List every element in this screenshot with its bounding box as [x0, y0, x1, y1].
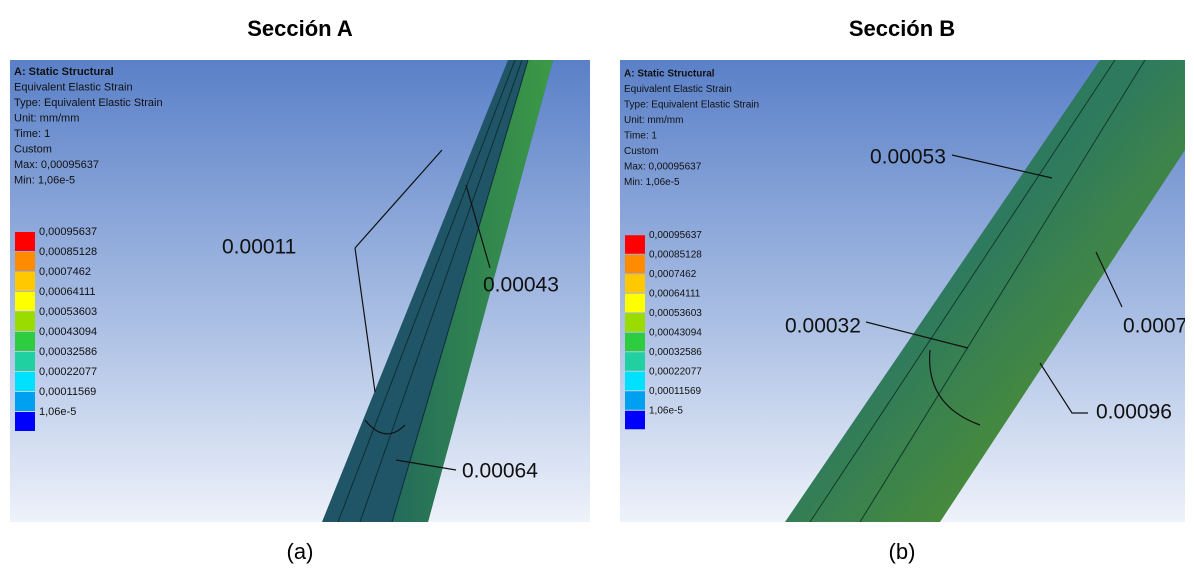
legend-swatch: [15, 352, 35, 371]
annotation: 0.00053: [870, 146, 946, 169]
legend-label: 0,00053603: [39, 306, 97, 318]
legend-label: 0,00085128: [39, 246, 97, 258]
legend-swatch: [15, 392, 35, 411]
legend-label: 0,00022077: [649, 366, 702, 377]
legend-label: 0,00032586: [649, 347, 702, 358]
header-line: Max: 0,00095637: [624, 162, 702, 173]
legend-label: 1,06e-5: [39, 406, 76, 418]
header-line: Custom: [14, 143, 52, 155]
legend-swatch: [15, 252, 35, 271]
panel-b-view: 0.00053 0.00032 0.00074 0.00096: [620, 60, 1194, 522]
legend-swatch: [15, 372, 35, 391]
legend-swatch: [625, 235, 645, 254]
legend-label: 0,00064111: [649, 288, 701, 299]
legend-swatch: [625, 372, 645, 391]
header-line: Time: 1: [624, 131, 657, 142]
legend-label: 0,00011569: [649, 386, 702, 397]
header-line: Equivalent Elastic Strain: [14, 81, 133, 93]
legend-label: 1,06e-5: [649, 405, 683, 416]
annotation: 0.00064: [462, 460, 538, 483]
figure: 0.000110.000430.00064 0.000530.000320.00…: [0, 0, 1194, 572]
annotation: 0.00011: [222, 236, 296, 259]
legend-label: 0,00095637: [39, 226, 97, 238]
legend-label: 0,00032586: [39, 346, 97, 358]
legend-swatch: [625, 333, 645, 352]
legend-swatch: [15, 272, 35, 291]
legend-label: 0,00043094: [39, 326, 97, 338]
caption: (b): [889, 539, 916, 564]
legend-label: 0,00011569: [39, 386, 96, 398]
header-line: Type: Equivalent Elastic Strain: [624, 100, 759, 111]
panel-title: Sección A: [247, 16, 353, 41]
legend-label: 0,00095637: [649, 230, 702, 241]
legend-swatch: [15, 412, 35, 431]
header-line: Min: 1,06e-5: [14, 174, 75, 186]
legend-swatch: [625, 391, 645, 410]
legend-label: 0,00085128: [649, 249, 702, 260]
legend-swatch: [625, 255, 645, 274]
legend-label: 0,00053603: [649, 308, 702, 319]
legend-label: 0,00022077: [39, 366, 97, 378]
header-line: Custom: [624, 146, 658, 157]
header-line: A: Static Structural: [14, 66, 114, 78]
legend-swatch: [15, 332, 35, 351]
legend-swatch: [15, 312, 35, 331]
legend-swatch: [15, 292, 35, 311]
header-line: Equivalent Elastic Strain: [624, 84, 732, 95]
caption: (a): [287, 539, 314, 564]
legend-label: 0,0007462: [649, 269, 697, 280]
legend-swatch: [15, 232, 35, 251]
annotation: 0.00074: [1123, 315, 1194, 338]
header-line: Time: 1: [14, 128, 50, 140]
header-line: Min: 1,06e-5: [624, 177, 680, 188]
legend-swatch: [625, 294, 645, 313]
legend-swatch: [625, 313, 645, 332]
panel-a-view: 0.00011 0.00043 0.00064: [10, 60, 590, 522]
legend-label: 0,0007462: [39, 266, 91, 278]
header-line: Max: 0,00095637: [14, 159, 99, 171]
panel-title: Sección B: [849, 16, 955, 41]
header-line: Unit: mm/mm: [624, 115, 683, 126]
header-line: A: Static Structural: [624, 69, 715, 80]
legend-swatch: [625, 352, 645, 371]
annotation: 0.00096: [1096, 401, 1172, 424]
legend-swatch: [625, 274, 645, 293]
header-line: Unit: mm/mm: [14, 112, 79, 124]
header-line: Type: Equivalent Elastic Strain: [14, 97, 163, 109]
legend-label: 0,00064111: [39, 286, 95, 298]
legend-label: 0,00043094: [649, 327, 702, 338]
annotation: 0.00032: [785, 315, 861, 338]
legend-swatch: [625, 411, 645, 430]
annotation: 0.00043: [483, 274, 559, 297]
